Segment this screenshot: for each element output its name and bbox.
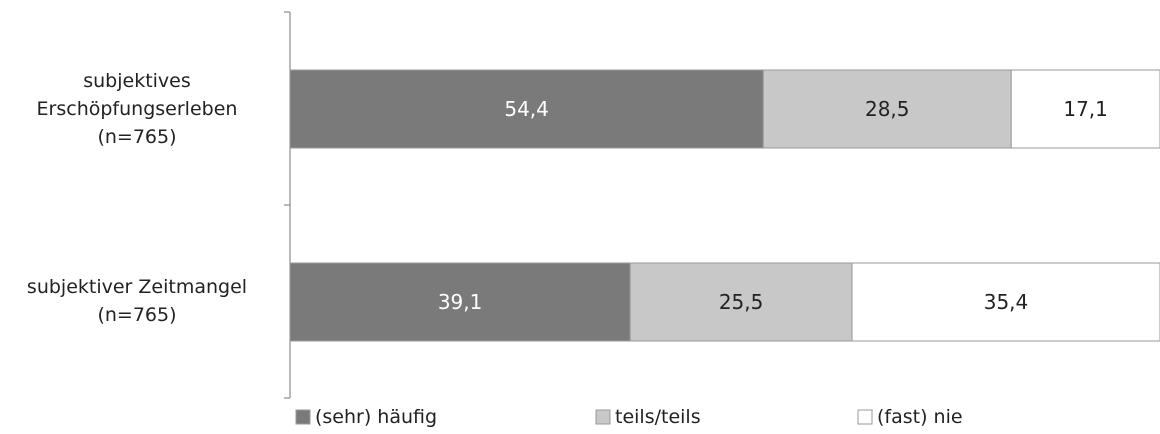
category-label: (n=765) [97,126,176,148]
category-label: subjektiver Zeitmangel [27,276,247,298]
category-label: subjektives [83,70,191,92]
bar-segment [851,262,1160,342]
data-label: 39,1 [438,290,483,314]
category-axis [284,11,291,399]
category-label: Erschöpfungserleben [37,98,238,120]
data-label: 35,4 [984,290,1029,314]
data-label: 25,5 [719,290,764,314]
data-label: 54,4 [504,97,549,121]
category-labels: subjektives Erschöpfungserleben (n=765) sub… [27,70,247,326]
category-label: (n=765) [97,304,176,326]
legend: (sehr) häufig teils/teils (fast) nie [295,406,963,428]
bar-segment [289,262,631,342]
legend-swatch [857,409,873,425]
bar-segment [629,262,853,342]
legend-label: (sehr) häufig [315,406,437,428]
data-label: 28,5 [865,97,910,121]
legend-swatch [295,409,311,425]
bars: 54,4 28,5 17,1 39,1 25,5 35,4 [289,69,1160,342]
legend-label: (fast) nie [877,406,963,428]
bar-segment [289,69,764,149]
bar-segment [762,69,1012,149]
data-label: 17,1 [1063,97,1108,121]
legend-swatch [595,409,611,425]
legend-label: teils/teils [615,406,701,428]
bar-segment [1010,69,1160,149]
